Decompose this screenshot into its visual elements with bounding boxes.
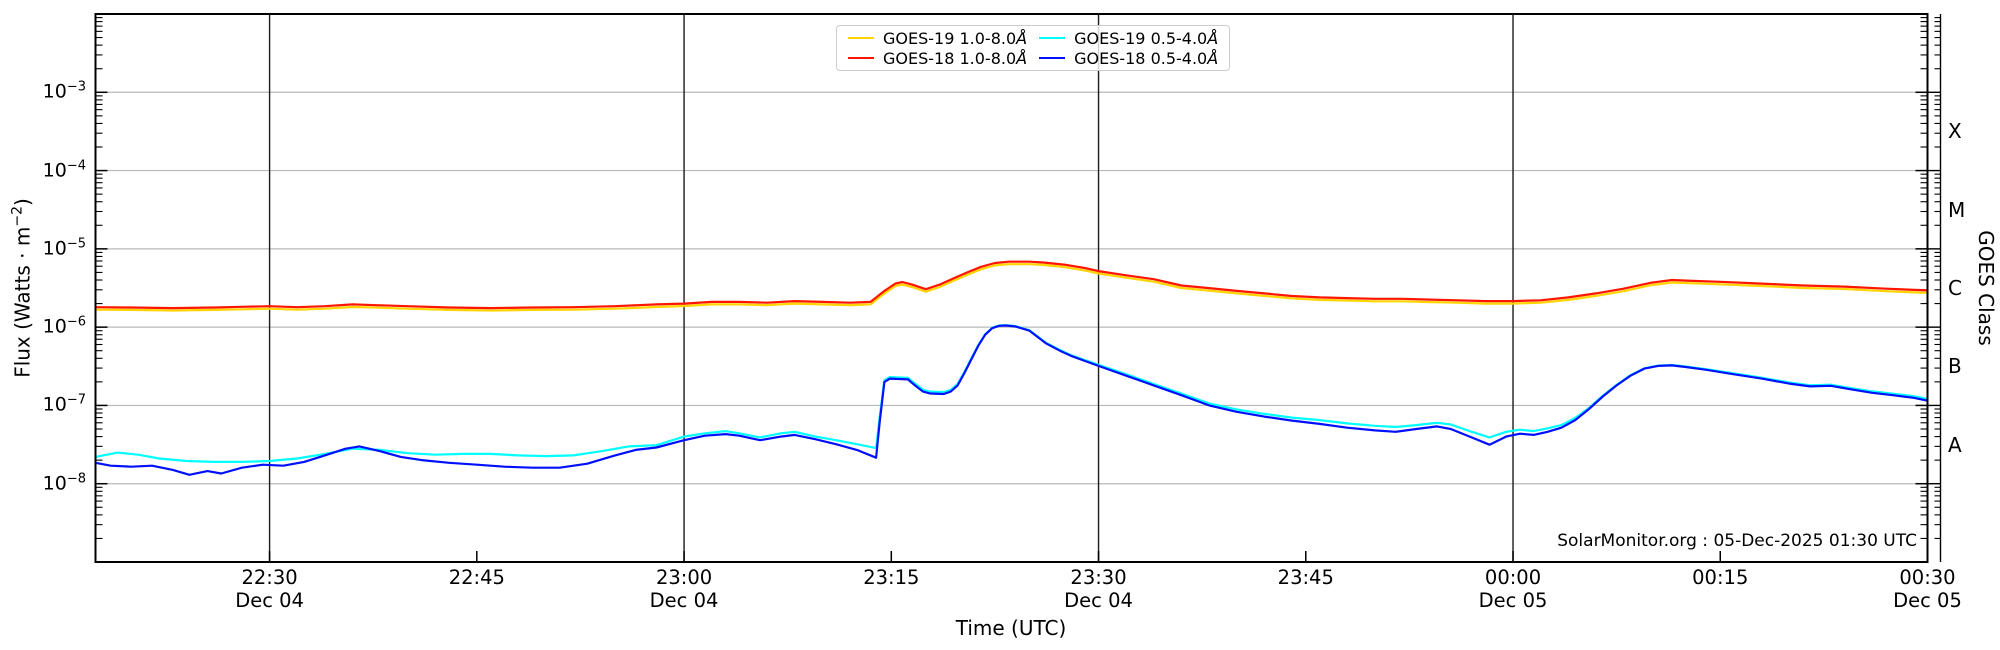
y-tick-label: 10−3 xyxy=(42,79,86,104)
x-tick-date: Dec 04 xyxy=(235,589,304,612)
legend-label: GOES-19 0.5-4.0Å xyxy=(1074,29,1218,48)
y-axis-title-exponent: −2 xyxy=(9,206,26,227)
x-tick-label: 23:15 xyxy=(863,566,919,589)
goes-class-letter: X xyxy=(1948,119,1962,144)
legend-item-goes18-short: GOES-18 0.5-4.0Å xyxy=(1039,49,1218,68)
x-tick-label: 00:30 Dec 05 xyxy=(1893,566,1962,612)
legend-item-goes18-long: GOES-18 1.0-8.0Å xyxy=(848,49,1027,68)
legend-line-swatch-yellow xyxy=(848,37,874,39)
legend-item-goes19-short: GOES-19 0.5-4.0Å xyxy=(1039,29,1218,48)
legend-label: GOES-19 1.0-8.0Å xyxy=(883,29,1027,48)
x-tick-time: 22:30 xyxy=(241,566,298,589)
x-tick-label: 23:00 Dec 04 xyxy=(650,566,719,612)
x-tick-label: 00:00 Dec 05 xyxy=(1479,566,1548,612)
x-tick-label: 00:15 xyxy=(1692,566,1748,589)
x-tick-label: 23:45 xyxy=(1278,566,1334,589)
angstrom-symbol: Å xyxy=(1016,28,1028,48)
x-tick-time: 22:45 xyxy=(448,566,505,589)
x-tick-date: Dec 04 xyxy=(649,589,719,612)
x-axis-title: Time (UTC) xyxy=(955,616,1067,640)
legend-line-swatch-cyan xyxy=(1039,37,1066,39)
x-tick-label: 22:45 xyxy=(449,566,505,589)
angstrom-symbol: Å xyxy=(1207,28,1219,48)
legend-label-text: GOES-19 0.5-4.0 xyxy=(1074,28,1208,48)
angstrom-symbol: Å xyxy=(1207,48,1219,68)
y-axis-title-suffix: ) xyxy=(10,198,35,207)
right-axis-title: GOES Class xyxy=(1974,230,1998,346)
y-tick-label: 10−4 xyxy=(42,157,86,182)
legend-line-swatch-blue xyxy=(1039,57,1066,59)
x-tick-time: 23:15 xyxy=(863,566,920,589)
legend-line-swatch-red xyxy=(848,57,874,59)
x-tick-time: 00:00 xyxy=(1484,566,1542,589)
legend-label-text: GOES-18 1.0-8.0 xyxy=(883,48,1017,68)
goes-class-letter: B xyxy=(1948,354,1962,379)
x-tick-time: 00:30 xyxy=(1899,566,1956,589)
x-tick-time: 23:00 xyxy=(655,566,713,589)
goes-class-letter: M xyxy=(1948,197,1966,222)
legend: GOES-19 1.0-8.0Å GOES-18 1.0-8.0Å GOES-1… xyxy=(836,25,1231,71)
x-tick-label: 22:30 Dec 04 xyxy=(235,566,304,612)
goes-class-letter: A xyxy=(1948,432,1962,457)
y-tick-label: 10−5 xyxy=(42,236,86,260)
y-tick-label: 10−8 xyxy=(42,471,86,495)
x-tick-time: 00:15 xyxy=(1692,566,1749,589)
x-tick-date: Dec 05 xyxy=(1478,589,1548,612)
angstrom-symbol: Å xyxy=(1016,48,1028,68)
legend-label-text: GOES-19 1.0-8.0 xyxy=(883,28,1017,48)
legend-item-goes19-long: GOES-19 1.0-8.0Å xyxy=(848,29,1027,48)
y-tick-label: 10−6 xyxy=(42,314,86,338)
x-tick-time: 23:30 xyxy=(1070,566,1127,589)
solarmonitor-credit: SolarMonitor.org : 05-Dec-2025 01:30 UTC xyxy=(1557,531,1917,551)
goes-class-letter: C xyxy=(1948,276,1962,300)
legend-label: GOES-18 0.5-4.0Å xyxy=(1074,49,1218,68)
x-tick-label: 23:30 Dec 04 xyxy=(1064,566,1133,612)
legend-label-text: GOES-18 0.5-4.0 xyxy=(1074,48,1208,68)
y-axis-title: Flux (Watts · m−2) xyxy=(10,198,35,378)
x-tick-date: Dec 05 xyxy=(1893,589,1962,612)
x-tick-time: 23:45 xyxy=(1277,566,1334,589)
y-tick-label: 10−7 xyxy=(42,392,86,417)
x-tick-date: Dec 04 xyxy=(1064,589,1133,612)
legend-label: GOES-18 1.0-8.0Å xyxy=(883,49,1027,68)
